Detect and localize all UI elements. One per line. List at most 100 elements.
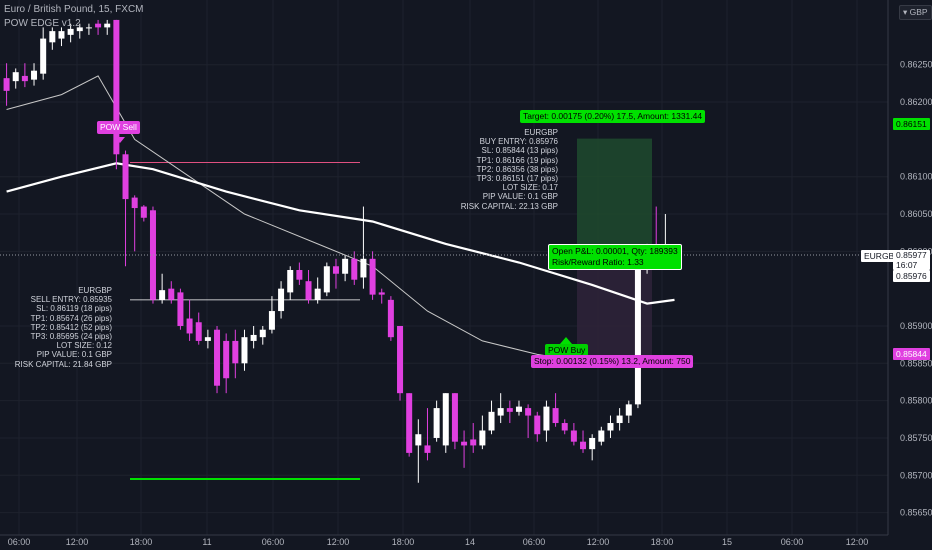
candle-body xyxy=(470,439,477,446)
candle xyxy=(314,277,321,304)
candle xyxy=(433,400,440,442)
candle xyxy=(95,19,102,35)
buy-info-line: TP1: 0.86166 (19 pips) xyxy=(476,155,558,165)
candle xyxy=(424,408,431,461)
candle-body xyxy=(461,441,468,446)
candle xyxy=(616,408,623,431)
candle xyxy=(625,400,632,424)
time-tick-label: 06:00 xyxy=(262,537,285,547)
candle-body xyxy=(287,270,294,293)
candle xyxy=(131,195,138,252)
candle xyxy=(186,299,193,341)
sell-signal-label: POW Sell xyxy=(97,121,140,134)
candle-body xyxy=(378,292,385,295)
time-tick-label: 12:00 xyxy=(846,537,869,547)
candle-body xyxy=(31,70,38,80)
candle-body xyxy=(241,337,248,364)
candle xyxy=(250,325,257,349)
candle-body xyxy=(131,197,138,209)
candle-body xyxy=(204,337,211,341)
candle-body xyxy=(85,27,92,29)
sell-info-line: TP3: 0.85695 (24 pips) xyxy=(30,332,112,342)
price-tick-label: 0.86250 xyxy=(900,60,932,70)
candle-body xyxy=(67,28,74,35)
symbol-title[interactable]: Euro / British Pound, 15, FXCM xyxy=(4,4,144,15)
candle-body xyxy=(268,311,275,330)
candle-body xyxy=(278,288,285,312)
buy-info-line: TP3: 0.86151 (17 pips) xyxy=(476,174,558,184)
candle-body xyxy=(314,288,321,300)
candle xyxy=(342,255,349,282)
candle-body xyxy=(305,281,312,300)
ema-fast-line xyxy=(6,75,648,364)
sell-info-line: LOT SIZE: 0.12 xyxy=(56,341,112,351)
candle-body xyxy=(195,322,202,341)
candle-body xyxy=(104,23,111,28)
price-tick-label: 0.85750 xyxy=(900,433,932,443)
candle xyxy=(525,404,532,438)
candle-body xyxy=(387,299,394,338)
candle xyxy=(479,415,486,450)
candle xyxy=(287,266,294,300)
lock-icon: ▾ xyxy=(903,7,908,17)
time-axis: 06:00 12:00 18:00 11 06:00 12:00 18:00 14 06:00 1… xyxy=(0,534,888,547)
candle xyxy=(351,251,358,285)
candle-body xyxy=(3,78,10,91)
candle xyxy=(58,27,65,47)
candle-body xyxy=(534,415,541,435)
sell-info-line: EURGBP xyxy=(78,286,112,295)
candle xyxy=(104,19,111,35)
candle-body xyxy=(177,292,184,326)
price-tick-label: 0.86050 xyxy=(900,209,932,219)
candle xyxy=(506,400,513,424)
currency-label[interactable]: ▾ GBP xyxy=(899,5,932,20)
candle xyxy=(296,262,303,285)
candle xyxy=(232,329,239,379)
buy-info-line: EURGBP xyxy=(524,128,558,137)
candle xyxy=(461,430,468,468)
candle xyxy=(149,206,156,304)
candle-body xyxy=(250,334,257,341)
buy-info-line: RISK CAPITAL: 22.13 GBP xyxy=(460,201,558,211)
candle xyxy=(598,426,605,446)
candle xyxy=(76,23,83,39)
candle-body xyxy=(616,415,623,424)
grid xyxy=(0,0,888,535)
candle-body xyxy=(451,393,458,442)
moving-averages xyxy=(6,75,675,364)
candle-body xyxy=(232,340,239,364)
sell-info-line: TP1: 0.85674 (26 pips) xyxy=(30,313,112,323)
candle-body xyxy=(415,434,422,446)
candle xyxy=(561,419,568,435)
candle-body xyxy=(424,445,431,453)
candle xyxy=(204,329,211,349)
buy-info-line: BUY ENTRY: 0.85976 xyxy=(479,137,558,147)
candle-body xyxy=(634,270,641,405)
candle-body xyxy=(552,408,559,424)
price-tick-label: 0.85700 xyxy=(900,470,932,480)
candle xyxy=(241,329,248,371)
time-tick-label: 18:00 xyxy=(651,537,674,547)
open-pnl-label: Open P&L: 0.00001, Qty: 189393 Risk/Rewa… xyxy=(548,244,682,270)
candle-body xyxy=(223,340,230,379)
candle-body xyxy=(21,75,28,82)
target-price-badge: 0.86151 xyxy=(893,118,930,130)
candle-body xyxy=(479,430,486,446)
time-tick-label: 06:00 xyxy=(781,537,804,547)
indicator-title[interactable]: POW EDGE v1.2 xyxy=(4,18,81,29)
candle xyxy=(607,415,614,438)
candle xyxy=(12,68,19,89)
candle-body xyxy=(625,404,632,416)
candle-body xyxy=(525,408,532,416)
sell-info-line: SL: 0.86119 (18 pips) xyxy=(36,304,112,314)
sell-info-line: RISK CAPITAL: 21.84 GBP xyxy=(14,359,112,369)
price-tick-label: 0.85900 xyxy=(900,321,932,331)
buy-info-line: SL: 0.85844 (13 pips) xyxy=(481,146,559,156)
candle-body xyxy=(442,393,449,446)
candle xyxy=(159,273,166,304)
candle-body xyxy=(58,31,65,39)
buy-info-line: LOT SIZE: 0.17 xyxy=(502,183,558,193)
candle xyxy=(360,206,367,289)
candle-body xyxy=(323,266,330,293)
